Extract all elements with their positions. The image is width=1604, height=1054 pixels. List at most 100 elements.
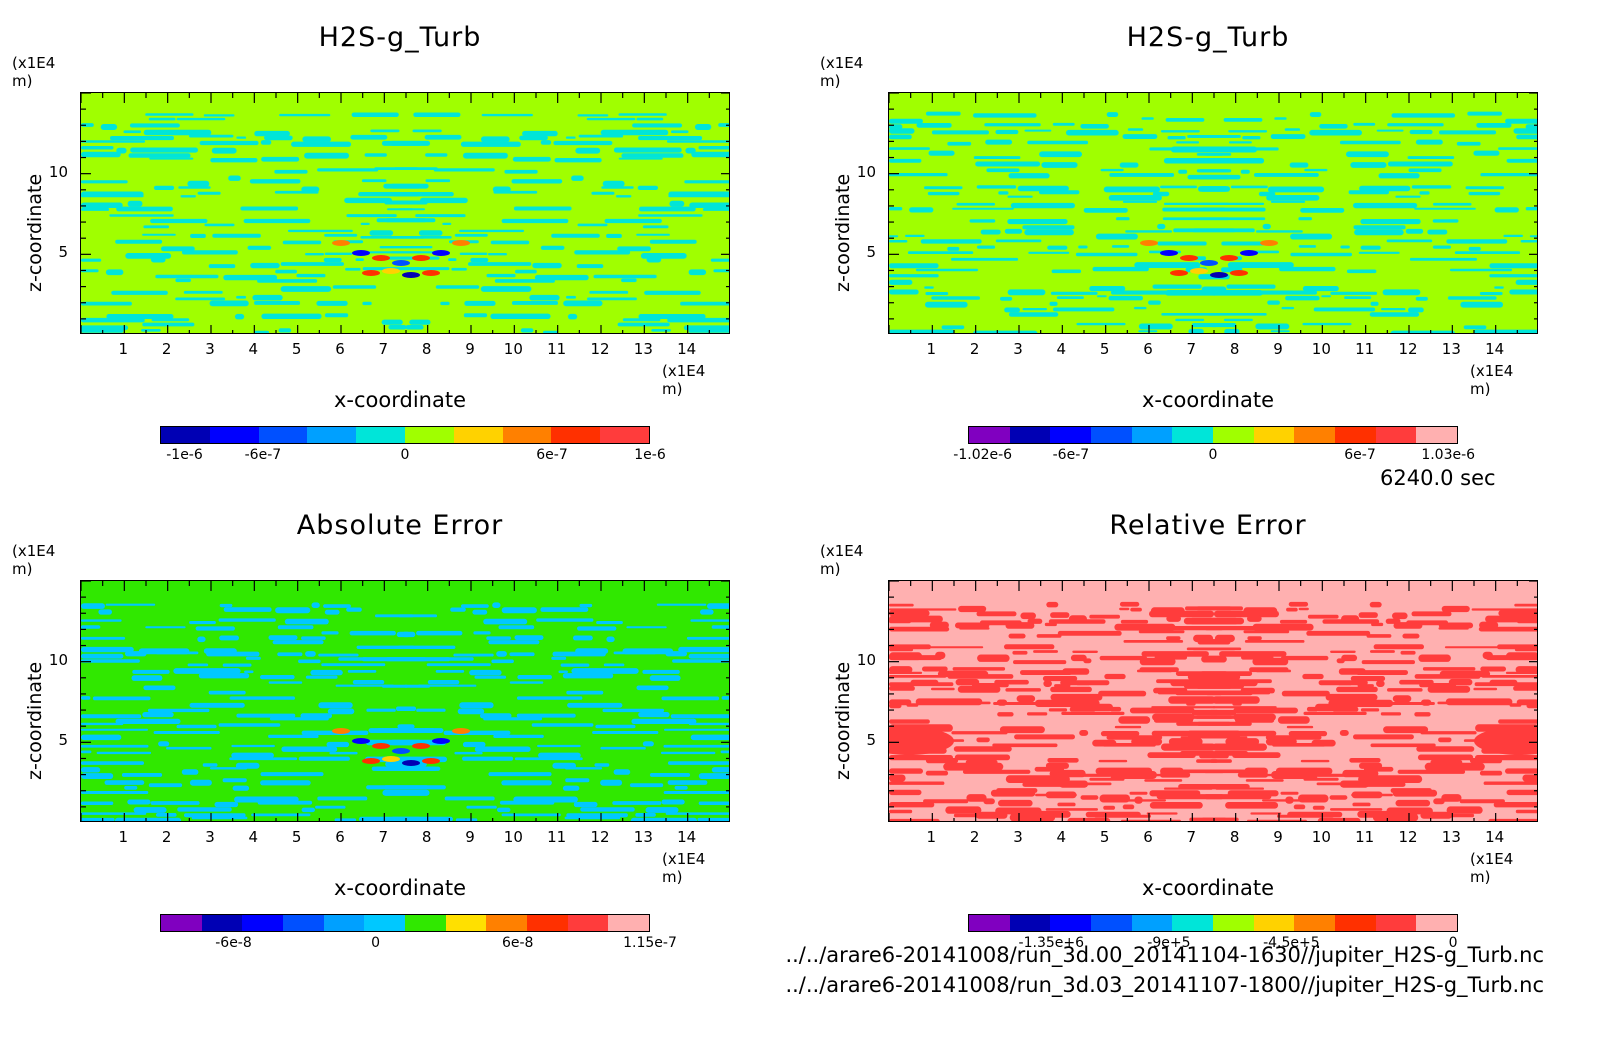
field-streak <box>346 607 362 612</box>
field-streak <box>670 714 729 719</box>
field-streak <box>352 680 385 685</box>
field-streak <box>1205 153 1232 156</box>
field-streak <box>480 286 532 292</box>
field-streak <box>1319 124 1348 129</box>
y-tick-label: 10 <box>48 650 68 669</box>
field-streak <box>151 318 190 322</box>
field-streak <box>618 113 667 116</box>
field-streak <box>222 778 247 783</box>
field-streak <box>229 757 298 761</box>
field-streak <box>564 816 621 820</box>
colorbar-segment <box>1375 427 1417 443</box>
y-tick-label: 5 <box>58 243 68 262</box>
field-streak <box>1393 622 1423 629</box>
x-tick-label: 14 <box>677 340 697 358</box>
field-streak <box>674 785 688 790</box>
field-streak <box>81 603 105 609</box>
edge-region <box>1474 727 1537 755</box>
field-streak <box>1338 682 1352 686</box>
field-streak <box>665 812 729 815</box>
field-streak <box>301 807 315 813</box>
field-streak <box>649 239 697 244</box>
field-streak <box>927 191 960 196</box>
field-streak <box>361 657 427 662</box>
field-streak <box>390 183 429 189</box>
anomaly-mark <box>1180 255 1198 261</box>
field-streak <box>536 618 594 622</box>
field-streak <box>124 785 138 790</box>
colorbar-segment <box>161 427 210 443</box>
field-streak <box>260 675 295 680</box>
field-streak <box>1498 610 1537 617</box>
field-streak <box>1358 612 1378 618</box>
field-streak <box>1303 777 1339 781</box>
field-streak <box>1392 612 1408 620</box>
field-streak <box>1302 286 1339 292</box>
field-streak <box>1078 245 1088 249</box>
colorbar-label: -1.02e-6 <box>953 447 1013 463</box>
field-streak <box>1360 219 1421 225</box>
colorbar-segment <box>608 915 650 931</box>
field-streak <box>969 219 996 223</box>
field-streak <box>1223 118 1263 122</box>
field-streak <box>1270 200 1306 203</box>
colorbar-label: 0 <box>400 447 410 463</box>
field-streak <box>889 666 913 674</box>
field-streak <box>1373 644 1424 650</box>
field-streak <box>577 626 617 631</box>
field-streak <box>1259 290 1317 295</box>
field-streak <box>1498 147 1537 150</box>
field-streak <box>1254 173 1319 177</box>
field-streak <box>1122 804 1135 810</box>
colorbar-label: 6e-7 <box>1344 447 1376 463</box>
field-streak <box>344 197 392 204</box>
field-streak <box>335 684 394 687</box>
field-streak <box>587 297 637 301</box>
anomaly-mark <box>362 758 380 764</box>
field-streak <box>114 817 182 821</box>
field-streak <box>501 780 552 786</box>
field-streak <box>589 290 629 294</box>
field-streak <box>111 290 168 295</box>
field-streak <box>109 214 174 217</box>
field-streak <box>1008 173 1050 179</box>
field-streak <box>1123 640 1184 643</box>
field-streak <box>1284 128 1301 131</box>
field-streak <box>1114 623 1176 631</box>
field-streak <box>260 140 272 145</box>
field-streak <box>189 702 245 708</box>
field-streak <box>251 813 311 817</box>
colorbar-label: -6e-7 <box>1052 447 1090 463</box>
anomaly-mark <box>392 260 410 266</box>
field-streak <box>425 179 451 183</box>
field-streak <box>1212 706 1277 709</box>
field-streak <box>889 671 923 674</box>
field-streak <box>1469 758 1503 764</box>
field-streak <box>397 724 414 729</box>
field-streak <box>1370 650 1395 653</box>
field-streak <box>973 113 1037 118</box>
field-streak <box>231 744 275 748</box>
colorbar-label: 1.15e-7 <box>623 935 677 951</box>
field-streak <box>1089 286 1126 292</box>
field-streak <box>1420 731 1477 735</box>
field-streak <box>177 807 232 812</box>
field-streak <box>1339 730 1349 736</box>
field-streak <box>427 680 460 685</box>
field-streak <box>1353 202 1418 209</box>
field-streak <box>1153 718 1194 723</box>
field-streak <box>1468 191 1501 196</box>
field-streak <box>81 208 110 211</box>
x-tick-label: 8 <box>1229 340 1240 358</box>
field-streak <box>1281 655 1329 661</box>
field-streak <box>1316 782 1342 786</box>
field-streak <box>298 756 350 761</box>
field-streak <box>689 202 729 208</box>
field-streak <box>143 129 212 136</box>
field-streak <box>660 751 716 755</box>
field-streak <box>1369 601 1382 608</box>
y-tick-label: 5 <box>866 731 876 750</box>
field-streak <box>649 773 691 777</box>
field-streak <box>567 313 578 320</box>
field-streak <box>953 746 1012 752</box>
